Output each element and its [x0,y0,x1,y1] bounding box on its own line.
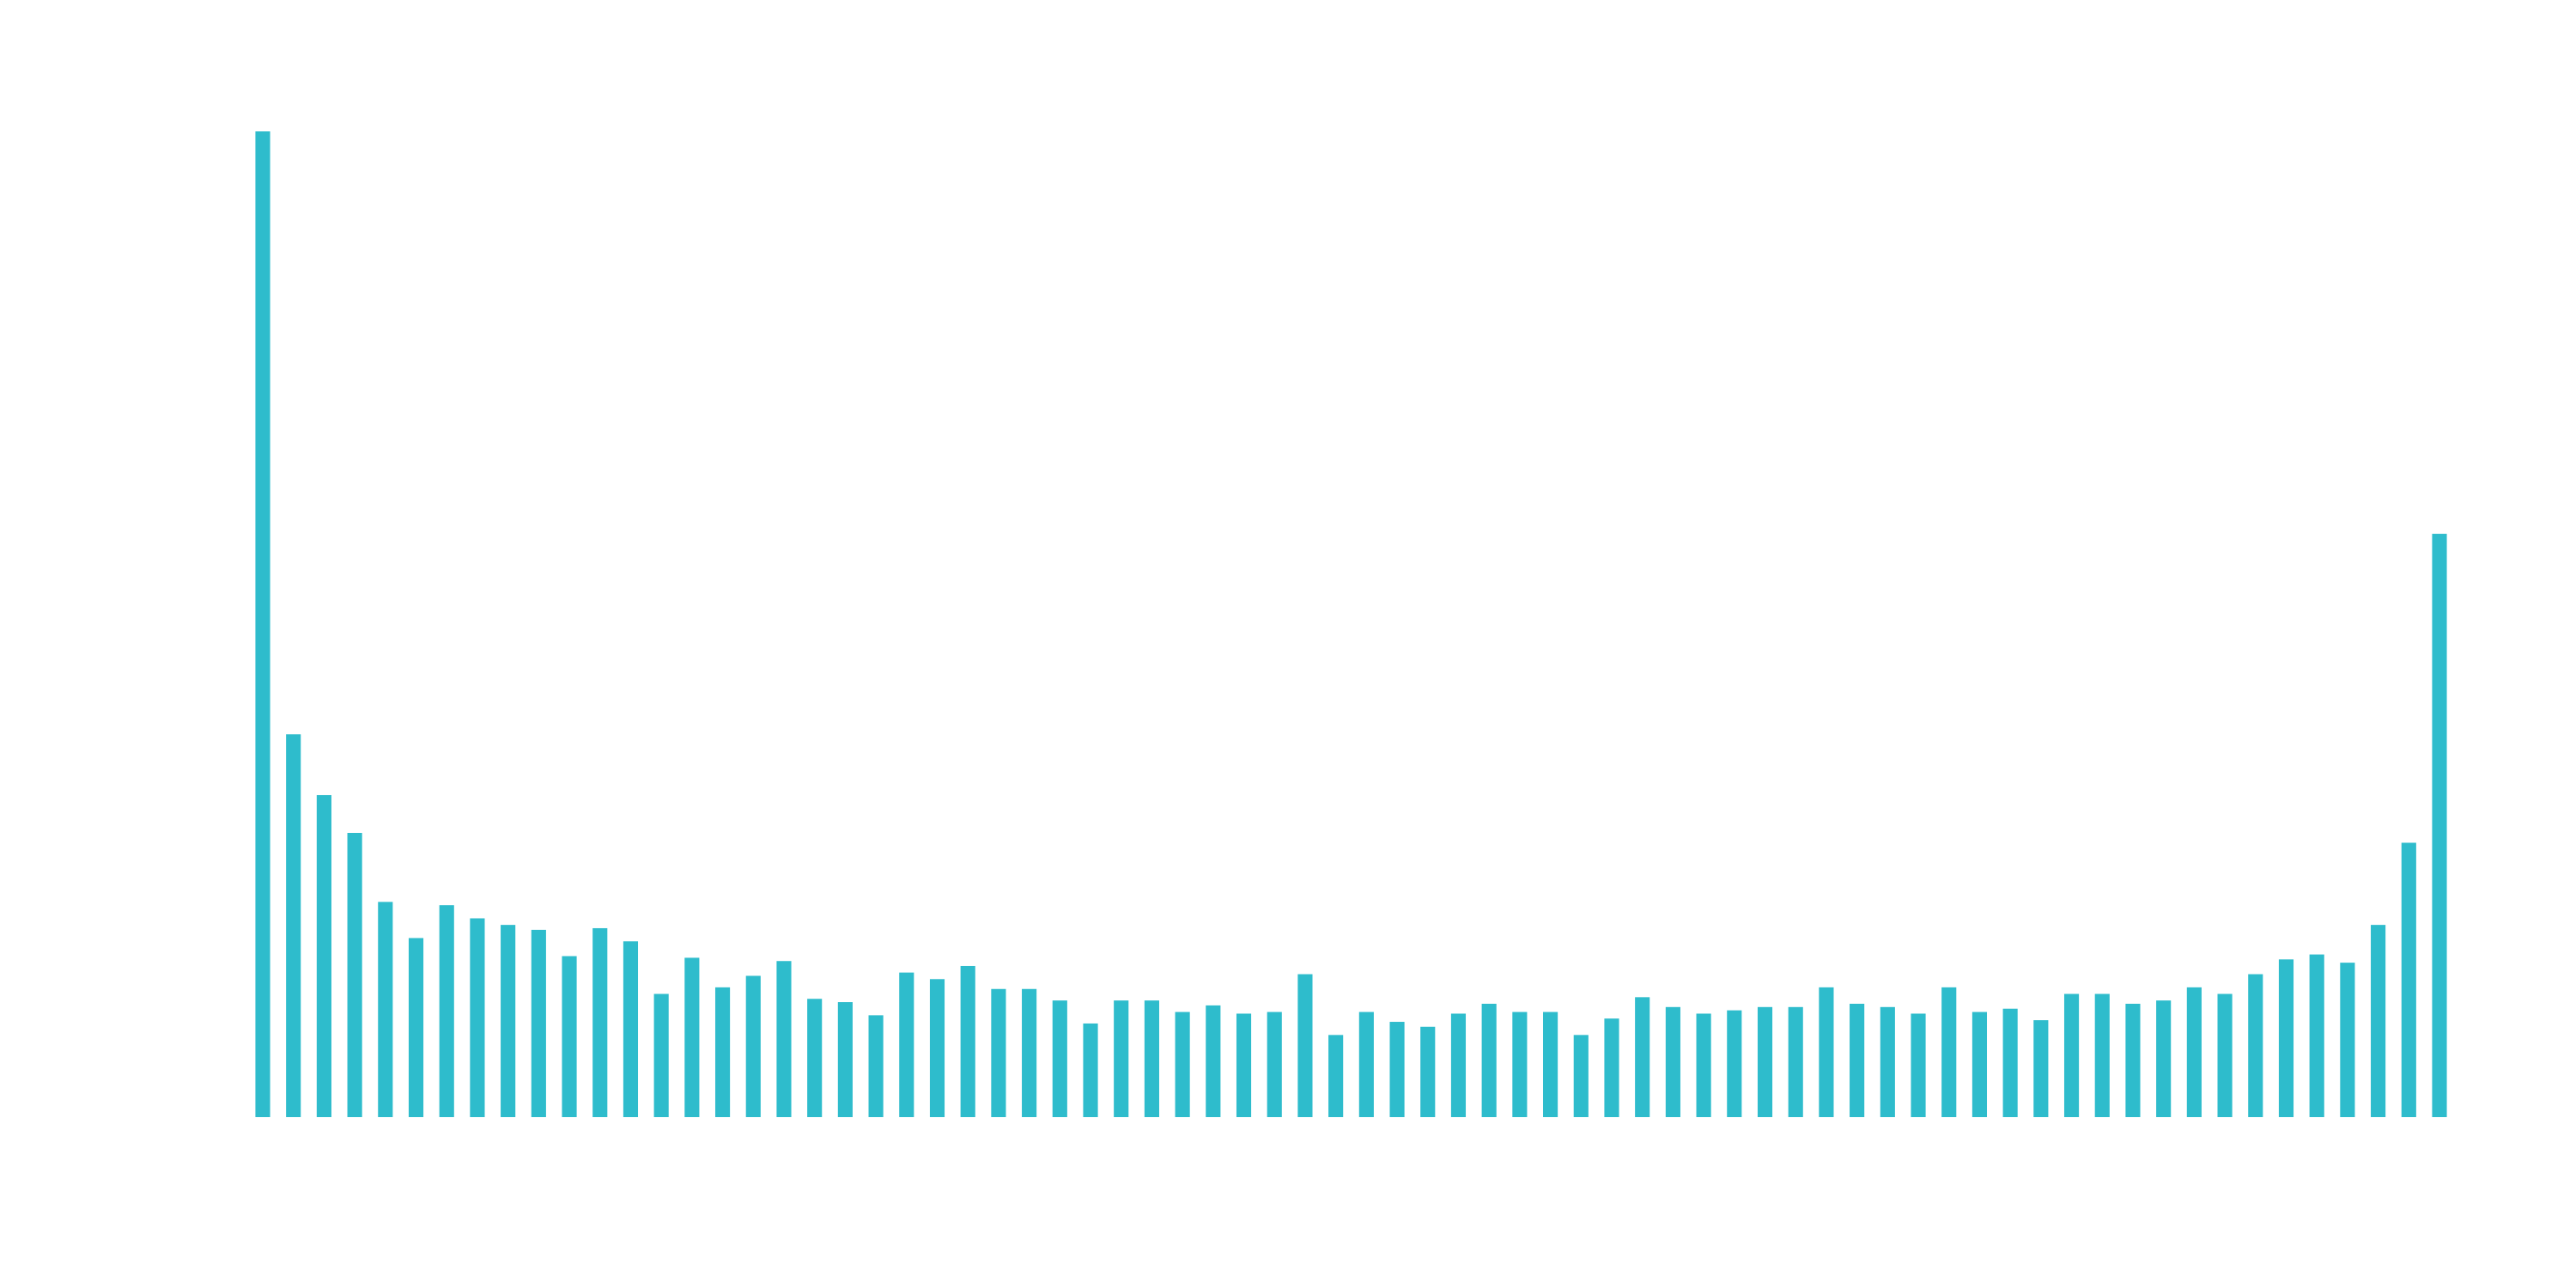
bar [255,131,270,1117]
bar [868,1015,884,1117]
bar [1696,1013,1711,1117]
bar [1850,1003,1865,1117]
bar [531,929,546,1117]
bar [1175,1012,1190,1117]
bar [1512,1012,1528,1117]
bar [286,734,301,1117]
bar [2063,993,2080,1117]
bar [1880,1006,1895,1117]
bar [2278,959,2294,1117]
bar [684,957,700,1117]
bar [2432,533,2447,1117]
bar [2186,987,2202,1117]
bar [1420,1026,1436,1117]
bar [347,832,362,1117]
bar [1727,1010,1742,1117]
bar [316,794,331,1117]
bar [1757,1006,1773,1117]
bar [1328,1035,1344,1117]
bar [714,987,731,1117]
bar [1022,988,1037,1117]
bar [2094,993,2110,1117]
bar [899,972,914,1117]
bar [1604,1018,1619,1117]
bar [1052,1000,1067,1117]
bar [807,999,823,1117]
bar [2309,954,2324,1117]
bar [1358,1012,1374,1117]
bar [501,925,516,1117]
bar [929,979,945,1117]
bar [470,918,485,1117]
bar [653,993,669,1117]
bar [960,965,975,1117]
bar [2002,1008,2018,1117]
bar [378,902,393,1117]
bar [1450,1013,1467,1117]
bar [1788,1006,1803,1117]
bar [1941,987,1957,1117]
bar [1635,997,1650,1117]
bar [1911,1013,1926,1117]
bar [1236,1013,1252,1117]
bar [837,1002,853,1117]
bar [2125,1003,2141,1117]
bar [2401,842,2416,1117]
bar [776,961,792,1117]
bar [1389,1022,1405,1117]
bar [1206,1005,1221,1117]
bar [408,938,424,1117]
bar [2248,974,2263,1117]
bar [1665,1006,1680,1117]
bar [592,927,608,1117]
bar [2033,1020,2049,1117]
bar [1819,987,1834,1117]
bar [1543,1012,1558,1117]
bar [2217,993,2233,1117]
bar [1083,1023,1098,1117]
bar [1114,1000,1129,1117]
bar [2156,1000,2172,1117]
bar [1971,1012,1988,1117]
bar [745,975,761,1117]
bar [1573,1035,1589,1117]
bar [1144,1000,1159,1117]
bar [991,988,1006,1117]
bar [562,956,577,1117]
bar [1297,974,1313,1117]
bar [439,905,454,1117]
bar [1481,1003,1497,1117]
bar [623,941,639,1117]
bar [2340,963,2355,1117]
bar [2371,925,2386,1117]
bar [1267,1012,1282,1117]
